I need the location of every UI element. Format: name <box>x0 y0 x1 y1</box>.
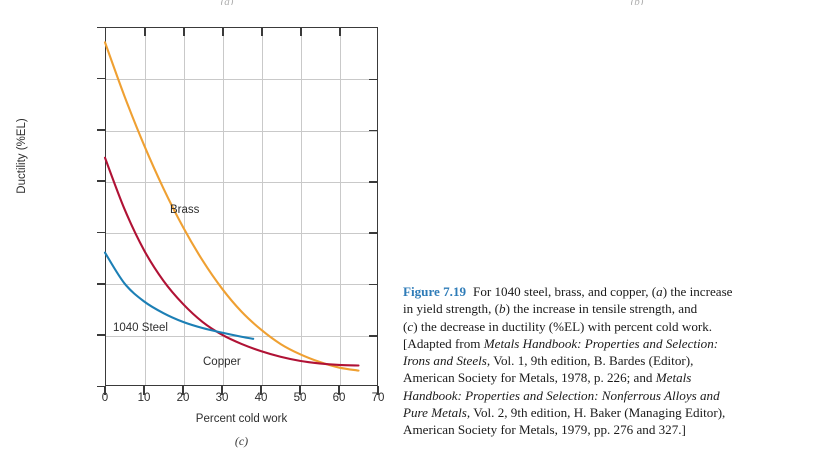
x-tick-label-10: 10 <box>137 392 151 404</box>
caption-figure-number: Figure 7.19 <box>403 284 467 299</box>
y-tick-mark-40 <box>97 180 105 182</box>
gridline-y-50 <box>106 130 377 132</box>
series-label-brass: Brass <box>170 204 200 216</box>
gridline-y-10 <box>106 335 377 337</box>
caption-line2-italic: b <box>499 301 506 317</box>
y-tick-mark-20 <box>97 283 105 285</box>
caption-line1-b: ) the increase <box>662 284 733 299</box>
series-label-1040-steel: 1040 Steel <box>113 322 168 334</box>
gridline-y-30 <box>106 233 377 235</box>
caption-line3-b: ) the decrease in ductility (%EL) with p… <box>413 318 713 334</box>
x-tick-mark-60 <box>338 386 340 395</box>
y-tick-right-10 <box>369 335 378 337</box>
gridline-x-40 <box>262 28 263 385</box>
x-tick-label-30: 30 <box>215 392 229 404</box>
y-tick-right-20 <box>369 283 378 286</box>
caption-line5-b: Vol. 1, 9th edition, B. Bardes (Editor), <box>490 353 694 369</box>
x-tick-label-20: 20 <box>176 392 190 404</box>
caption-line8-italic: Pure Metals, <box>403 405 471 421</box>
x-tick-top-40 <box>261 27 263 36</box>
y-tick-mark-0 <box>97 385 105 388</box>
caption-line5-italic: Irons and Steels, <box>403 353 491 369</box>
x-tick-top-50 <box>300 27 302 36</box>
x-tick-top-60 <box>339 27 341 36</box>
figure-caption: Figure 7.19 For 1040 steel, brass, and co… <box>403 283 807 439</box>
y-tick-mark-60 <box>97 77 105 80</box>
gridline-x-50 <box>301 28 302 385</box>
x-tick-mark-50 <box>299 386 301 395</box>
gridline-x-60 <box>340 28 341 385</box>
y-axis-title: Ductility (%EL) <box>16 118 28 194</box>
caption-line8-b: Vol. 2, 9th edition, H. Baker (Managing … <box>470 405 726 421</box>
x-tick-label-60: 60 <box>332 392 346 404</box>
gridline-y-20 <box>106 284 377 286</box>
x-tick-top-10 <box>144 27 146 36</box>
gridline-x-30 <box>223 28 224 385</box>
caption-line4-italic: Metals Handbook: Properties and Selectio… <box>483 335 719 351</box>
caption-line3-a: ( <box>403 318 408 334</box>
caption-line1-a: For 1040 steel, brass, and copper, ( <box>473 284 657 299</box>
y-tick-mark-70 <box>97 26 105 29</box>
caption-line3-italic: c <box>407 318 414 334</box>
x-tick-label-70: 70 <box>371 392 385 404</box>
x-axis-title: Percent cold work <box>195 413 288 425</box>
caption-line4-a: [Adapted from <box>403 335 484 351</box>
x-tick-mark-40 <box>260 386 262 395</box>
caption-line9: American Society for Metals, 1979, pp. 2… <box>403 422 686 438</box>
y-tick-mark-50 <box>97 129 105 131</box>
gridline-y-60 <box>106 79 377 81</box>
x-tick-mark-70 <box>377 386 379 395</box>
x-tick-top-20 <box>183 27 185 36</box>
subfigure-c-label: (c) <box>234 434 249 448</box>
subfigure-a-label-cutoff: (a) <box>212 0 242 5</box>
gridline-y-40 <box>106 181 377 183</box>
figure-panel: Ductility (%EL) 70 60 50 40 30 20 10 0 0… <box>0 0 400 458</box>
x-tick-top-30 <box>222 27 224 36</box>
caption-line2-a: in yield strength, ( <box>403 301 500 317</box>
y-tick-mark-30 <box>97 231 105 234</box>
y-tick-right-30 <box>369 232 378 234</box>
y-tick-mark-10 <box>97 334 105 336</box>
caption-line7-italic: Handbook: Properties and Selection: Nonf… <box>403 387 720 403</box>
x-tick-mark-0 <box>104 386 106 395</box>
x-tick-mark-30 <box>221 386 223 395</box>
x-tick-mark-10 <box>143 386 145 395</box>
x-tick-label-50: 50 <box>293 392 307 404</box>
caption-line1-italic: a <box>656 284 663 299</box>
caption-line6-italic: Metals <box>655 370 692 386</box>
y-tick-right-40 <box>369 181 378 183</box>
x-tick-label-40: 40 <box>254 392 268 404</box>
y-tick-right-50 <box>369 129 378 132</box>
x-tick-mark-20 <box>182 386 184 395</box>
caption-line2-b: ) the increase in tensile strength, and <box>505 301 698 317</box>
series-label-copper: Copper <box>203 356 241 368</box>
caption-line6-a: American Society for Metals, 1978, p. 22… <box>403 370 656 386</box>
x-tick-label-0: 0 <box>101 392 109 404</box>
subfigure-b-label-cutoff: (b) <box>622 0 652 5</box>
y-tick-right-60 <box>369 78 378 81</box>
